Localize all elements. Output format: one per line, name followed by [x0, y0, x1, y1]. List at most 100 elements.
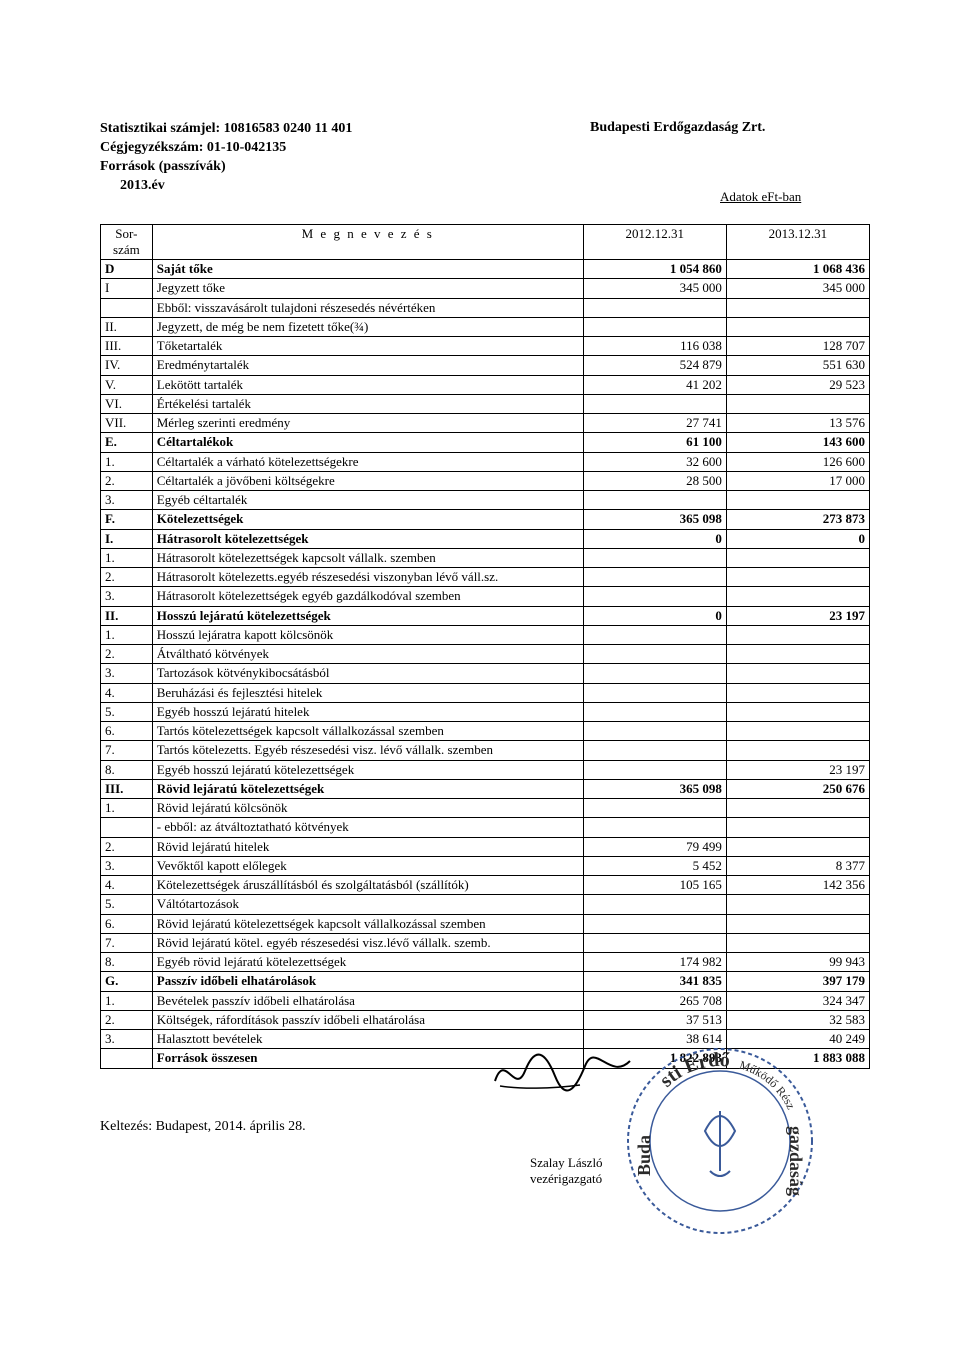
- cell-sor: 7.: [101, 741, 153, 760]
- cell-meg: Egyéb rövid lejáratú kötelezettségek: [152, 953, 583, 972]
- cell-2012: [583, 491, 726, 510]
- cell-sor: III.: [101, 779, 153, 798]
- table-row: E.Céltartalékok61 100143 600: [101, 433, 870, 452]
- cell-sor: 1.: [101, 548, 153, 567]
- table-row: III.Rövid lejáratú kötelezettségek365 09…: [101, 779, 870, 798]
- cell-sor: 2.: [101, 1010, 153, 1029]
- cell-2013: [726, 587, 869, 606]
- col-meg-header: M e g n e v e z é s: [152, 224, 583, 260]
- stamp-left-text: Buda: [634, 1135, 654, 1176]
- cell-2012: [583, 683, 726, 702]
- table-row: 2.Rövid lejáratú hitelek79 499: [101, 837, 870, 856]
- cell-2012: [583, 933, 726, 952]
- cell-meg: Rövid lejáratú kötel. egyéb részesedési …: [152, 933, 583, 952]
- cell-2012: 174 982: [583, 953, 726, 972]
- cell-sor: 8.: [101, 760, 153, 779]
- table-row: 8.Egyéb rövid lejáratú kötelezettségek17…: [101, 953, 870, 972]
- cell-2013: 397 179: [726, 972, 869, 991]
- cell-sor: VI.: [101, 394, 153, 413]
- cell-sor: [101, 1049, 153, 1068]
- cell-sor: 1.: [101, 625, 153, 644]
- cell-2012: [583, 760, 726, 779]
- cell-2012: 32 600: [583, 452, 726, 471]
- cell-2013: [726, 741, 869, 760]
- cell-meg: Rövid lejáratú kötelezettségek: [152, 779, 583, 798]
- cell-meg: Rövid lejáratú kölcsönök: [152, 799, 583, 818]
- cell-meg: Passzív időbeli elhatárolások: [152, 972, 583, 991]
- cell-sor: V.: [101, 375, 153, 394]
- cell-sor: 2.: [101, 645, 153, 664]
- table-row: 2.Céltartalék a jövőbeni költségekre28 5…: [101, 471, 870, 490]
- table-row: 1.Hosszú lejáratra kapott kölcsönök: [101, 625, 870, 644]
- table-row: 1.Bevételek passzív időbeli elhatárolása…: [101, 991, 870, 1010]
- cell-2012: [583, 664, 726, 683]
- cell-meg: Céltartalékok: [152, 433, 583, 452]
- cell-2012: [583, 914, 726, 933]
- cell-sor: 5.: [101, 895, 153, 914]
- cell-sor: 3.: [101, 587, 153, 606]
- cell-2013: 0: [726, 529, 869, 548]
- cell-meg: Kötelezettségek: [152, 510, 583, 529]
- cell-2012: 105 165: [583, 876, 726, 895]
- table-row: 2.Hátrasorolt kötelezetts.egyéb részesed…: [101, 568, 870, 587]
- cell-sor: 6.: [101, 722, 153, 741]
- svg-text:Működő Rész: Működő Rész: [738, 1058, 799, 1112]
- cell-2012: 41 202: [583, 375, 726, 394]
- cell-meg: Lekötött tartalék: [152, 375, 583, 394]
- signature-icon: [490, 1041, 640, 1101]
- col-2013-header: 2013.12.31: [726, 224, 869, 260]
- table-row: IV.Eredménytartalék524 879551 630: [101, 356, 870, 375]
- table-row: VI.Értékelési tartalék: [101, 394, 870, 413]
- cell-sor: D: [101, 260, 153, 279]
- cell-2013: 143 600: [726, 433, 869, 452]
- cell-2012: [583, 799, 726, 818]
- cell-sor: 1.: [101, 452, 153, 471]
- cell-2012: 524 879: [583, 356, 726, 375]
- cell-2013: [726, 895, 869, 914]
- table-row: 1.Rövid lejáratú kölcsönök: [101, 799, 870, 818]
- cell-2012: 365 098: [583, 510, 726, 529]
- cell-2013: 551 630: [726, 356, 869, 375]
- cell-meg: Rövid lejáratú hitelek: [152, 837, 583, 856]
- reg-label: Cégjegyzékszám:: [100, 140, 203, 155]
- cell-2013: 13 576: [726, 414, 869, 433]
- cell-sor: 4.: [101, 876, 153, 895]
- cell-2012: [583, 394, 726, 413]
- table-row: 2.Költségek, ráfordítások passzív időbel…: [101, 1010, 870, 1029]
- table-row: 4.Kötelezettségek áruszállításból és szo…: [101, 876, 870, 895]
- unit-label: Adatok eFt-ban: [720, 189, 801, 205]
- cell-meg: Saját tőke: [152, 260, 583, 279]
- cell-2013: [726, 491, 869, 510]
- cell-2013: 324 347: [726, 991, 869, 1010]
- cell-2013: [726, 645, 869, 664]
- cell-2013: [726, 799, 869, 818]
- svg-text:Buda: Buda: [634, 1135, 654, 1176]
- cell-2012: [583, 548, 726, 567]
- cell-2013: [726, 722, 869, 741]
- company-name: Budapesti Erdőgazdaság Zrt.: [590, 120, 765, 136]
- cell-2013: [726, 625, 869, 644]
- cell-sor: E.: [101, 433, 153, 452]
- cell-meg: Egyéb hosszú lejáratú hitelek: [152, 702, 583, 721]
- cell-sor: 5.: [101, 702, 153, 721]
- cell-2012: 365 098: [583, 779, 726, 798]
- table-row: VII.Mérleg szerinti eredmény27 74113 576: [101, 414, 870, 433]
- cell-2012: [583, 568, 726, 587]
- cell-meg: Tartós kötelezetts. Egyéb részesedési vi…: [152, 741, 583, 760]
- table-row: 7.Rövid lejáratú kötel. egyéb részesedés…: [101, 933, 870, 952]
- cell-2012: 341 835: [583, 972, 726, 991]
- table-row: 6.Rövid lejáratú kötelezettségek kapcsol…: [101, 914, 870, 933]
- cell-2012: [583, 895, 726, 914]
- cell-2012: 37 513: [583, 1010, 726, 1029]
- cell-meg: Egyéb hosszú lejáratú kötelezettségek: [152, 760, 583, 779]
- table-head: Sor-szám M e g n e v e z é s 2012.12.31 …: [101, 224, 870, 260]
- cell-sor: 1.: [101, 991, 153, 1010]
- cell-sor: [101, 298, 153, 317]
- cell-meg: Tartós kötelezettségek kapcsolt vállalko…: [152, 722, 583, 741]
- cell-meg: Hátrasorolt kötelezettségek kapcsolt vál…: [152, 548, 583, 567]
- cell-meg: Mérleg szerinti eredmény: [152, 414, 583, 433]
- header-row: Sor-szám M e g n e v e z é s 2012.12.31 …: [101, 224, 870, 260]
- cell-2013: [726, 298, 869, 317]
- cell-2012: 27 741: [583, 414, 726, 433]
- stat-value: 10816583 0240 11 401: [224, 121, 353, 136]
